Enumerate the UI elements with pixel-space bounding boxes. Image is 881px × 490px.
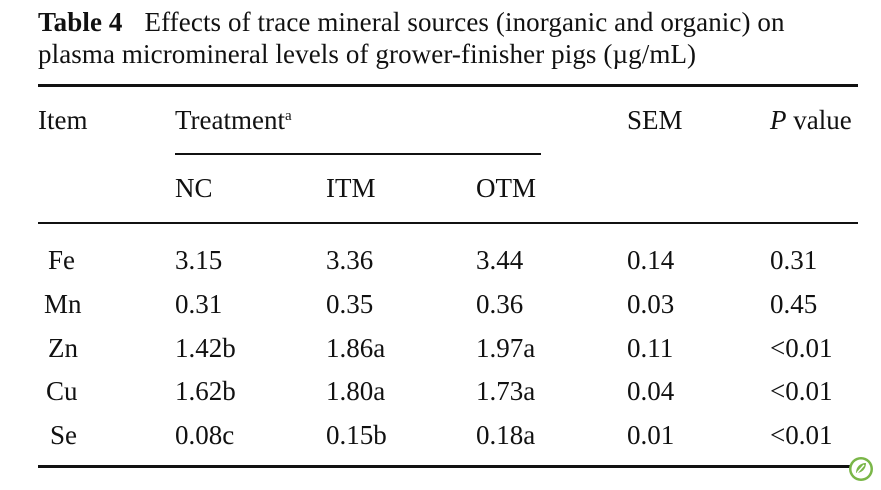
row-otm: 1.97a [476, 333, 536, 363]
header-treatment: Treatmenta [175, 104, 292, 136]
row-otm: 3.44 [476, 245, 524, 275]
row-p: <0.01 [770, 420, 833, 450]
row-item: Zn [48, 333, 78, 363]
row-sem: 0.03 [627, 289, 675, 319]
header-nc: NC [175, 173, 213, 203]
table-caption: Table 4 Effects of trace mineral sources … [38, 6, 868, 70]
row-p: <0.01 [770, 376, 833, 406]
row-sem: 0.11 [627, 333, 674, 363]
row-itm: 3.36 [326, 245, 374, 275]
row-itm: 1.80a [326, 376, 386, 406]
table-label: Table 4 [38, 7, 123, 37]
header-p-rest: value [786, 105, 852, 135]
header-sem: SEM [627, 105, 683, 135]
row-otm: 0.36 [476, 289, 524, 319]
header-p-value: P value [770, 104, 852, 136]
row-p: 0.31 [770, 245, 818, 275]
header-treatment-footnote: a [285, 108, 292, 124]
row-nc: 1.62b [175, 376, 236, 406]
caption-line-2: plasma micromineral levels of grower-fin… [38, 39, 697, 69]
row-p: <0.01 [770, 333, 833, 363]
row-item: Se [50, 420, 77, 450]
row-p: 0.45 [770, 289, 818, 319]
row-nc: 0.31 [175, 289, 223, 319]
header-bottom-rule [38, 222, 858, 224]
row-nc: 1.42b [175, 333, 236, 363]
row-otm: 1.73a [476, 376, 536, 406]
row-sem: 0.14 [627, 245, 675, 275]
row-nc: 0.08c [175, 420, 235, 450]
row-sem: 0.04 [627, 376, 675, 406]
row-otm: 0.18a [476, 420, 536, 450]
row-itm: 1.86a [326, 333, 386, 363]
row-nc: 3.15 [175, 245, 223, 275]
header-item: Item [38, 105, 88, 135]
row-item: Fe [48, 245, 75, 275]
row-itm: 0.15b [326, 420, 387, 450]
header-otm: OTM [476, 173, 536, 203]
header-p-letter: P [770, 105, 787, 135]
bottom-rule [38, 465, 858, 468]
treatment-spanner-rule [175, 153, 541, 155]
header-itm: ITM [326, 173, 376, 203]
springer-leaf-icon [849, 457, 873, 481]
header-treatment-label: Treatment [175, 105, 285, 135]
row-itm: 0.35 [326, 289, 374, 319]
row-item: Cu [46, 376, 78, 406]
row-sem: 0.01 [627, 420, 675, 450]
top-rule [38, 84, 858, 87]
row-item: Mn [44, 289, 82, 319]
caption-line-1: Effects of trace mineral sources (inorga… [144, 7, 785, 37]
